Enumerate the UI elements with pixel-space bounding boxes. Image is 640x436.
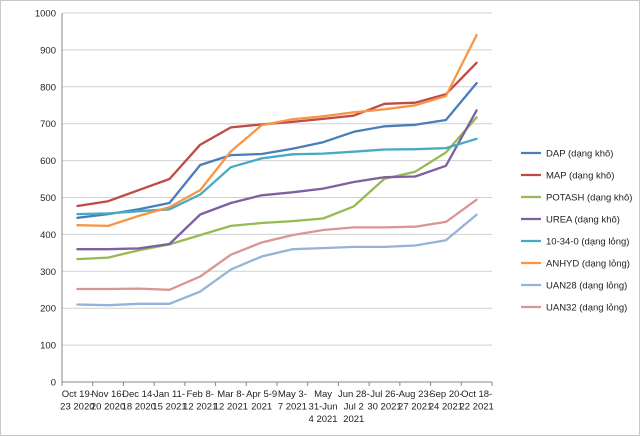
series-line — [76, 213, 478, 307]
y-tick-label: 900 — [40, 45, 56, 56]
series-line — [76, 198, 478, 291]
x-tick-label: May 3-7 2021 — [278, 389, 307, 413]
x-tick-label: Aug 23-27 2021 — [398, 389, 432, 413]
series-line — [76, 109, 478, 251]
x-tick-label: Jan 11-15 2021 — [152, 389, 186, 413]
series-line — [76, 81, 478, 219]
x-tick-label: Oct 18-22 2021 — [459, 389, 493, 413]
x-tick-label: Oct 19-23 2020 — [60, 389, 94, 413]
x-tick-label: Sep 20-24 2021 — [429, 389, 463, 413]
legend: DAP (dạng khô) MAP (dạng khô) POTASH (dạng… — [521, 149, 632, 314]
y-tick-label: 100 — [40, 341, 56, 352]
y-tick-label: 500 — [40, 193, 56, 204]
x-tick-label: Jun 28-Jul 2 2021 — [338, 389, 370, 425]
legend-label: POTASH (dạng khô) — [546, 193, 632, 204]
legend-label: ANHYD (dạng lỏng) — [546, 259, 630, 270]
legend-label: UREA (dạng khô) — [546, 215, 620, 226]
legend-label: 10-34-0 (dạng lỏng) — [546, 237, 629, 248]
series-line — [76, 137, 478, 216]
x-tick-label: May 31-Jun 4 2021 — [309, 389, 338, 425]
x-tick-label: Mar 8-12 2021 — [214, 389, 248, 413]
series-line — [76, 33, 478, 228]
legend-label: MAP (dạng khô) — [546, 171, 614, 182]
x-tick-label: Feb 8-12 2021 — [183, 389, 217, 413]
series-line — [76, 116, 478, 261]
y-tick-label: 400 — [40, 230, 56, 241]
x-tick-label: Apr 5-9 2021 — [246, 389, 277, 413]
y-tick-label: 800 — [40, 82, 56, 93]
x-tick-label: Nov 16-20 2020 — [91, 389, 125, 413]
legend-label: UAN32 (dạng lỏng) — [546, 303, 627, 314]
y-tick-label: 600 — [40, 156, 56, 167]
series-lines — [76, 33, 478, 307]
x-tick-label: Jul 26-30 2021 — [367, 389, 401, 413]
axes: 0 100 200 300 400 500 600 700 800 900 1000 Oct 19-2… — [35, 9, 494, 426]
y-tick-label: 0 — [51, 378, 56, 389]
legend-label: UAN28 (dạng lỏng) — [546, 281, 627, 292]
legend-label: DAP (dạng khô) — [546, 149, 613, 160]
y-tick-label: 200 — [40, 304, 56, 315]
x-tick-label: Dec 14-18 2020 — [122, 389, 156, 413]
y-tick-label: 300 — [40, 267, 56, 278]
y-tick-label: 1000 — [35, 9, 56, 20]
y-tick-label: 700 — [40, 119, 56, 130]
